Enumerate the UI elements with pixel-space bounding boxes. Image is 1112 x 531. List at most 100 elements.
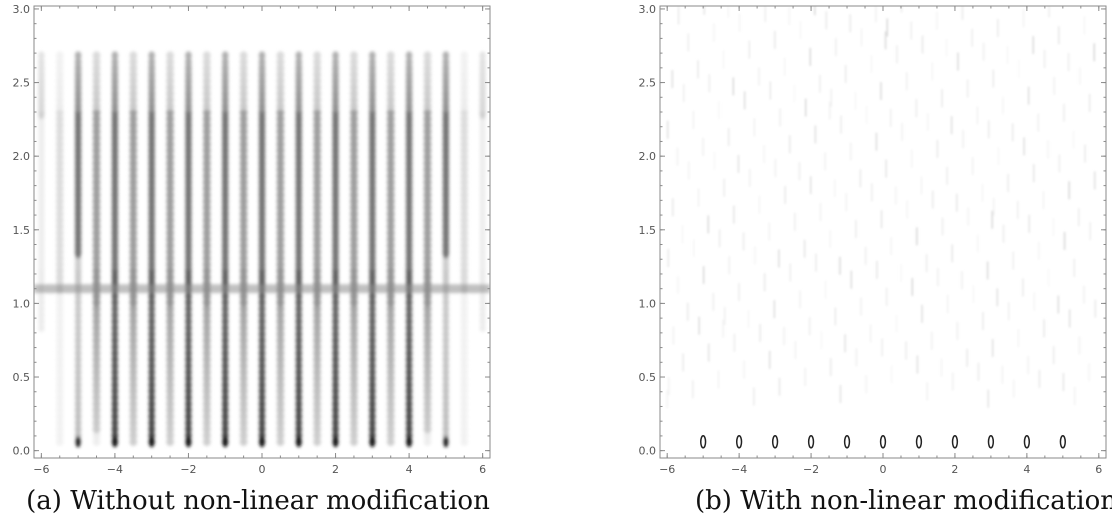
intensity-lobe (442, 348, 450, 358)
intensity-lobe (386, 380, 395, 390)
intensity-lobe (166, 431, 174, 440)
intensity-lobe (166, 127, 174, 136)
x-tick-label: 2 (951, 463, 958, 476)
intensity-lobe (369, 310, 376, 320)
intensity-lobe (295, 323, 302, 333)
intensity-lobe (350, 437, 358, 447)
intensity-lobe (350, 152, 358, 162)
intensity-lobe (129, 254, 138, 263)
intensity-lobe (148, 291, 155, 301)
intensity-lobe (460, 260, 469, 269)
intensity-lobe (203, 291, 211, 301)
y-tick-label: 0.5 (639, 371, 657, 384)
intensity-streak (961, 6, 964, 20)
intensity-lobe (460, 323, 469, 333)
intensity-lobe (92, 254, 101, 263)
intensity-lobe (386, 83, 395, 92)
intensity-lobe (258, 399, 266, 409)
intensity-lobe (276, 386, 285, 396)
source-spot (879, 435, 887, 449)
intensity-streak (1042, 191, 1045, 210)
intensity-lobe (276, 241, 285, 250)
intensity-lobe (313, 178, 321, 187)
intensity-lobe (185, 418, 192, 428)
intensity-lobe (239, 355, 248, 364)
intensity-lobe (386, 152, 395, 162)
intensity-lobe (460, 140, 469, 149)
intensity-lobe (460, 393, 469, 402)
intensity-lobe (222, 348, 229, 358)
intensity-lobe (129, 64, 138, 73)
intensity-lobe (276, 127, 285, 136)
intensity-lobe (350, 386, 358, 396)
intensity-streak (708, 343, 710, 362)
intensity-lobe (55, 348, 64, 358)
intensity-lobe (55, 241, 64, 250)
intensity-lobe (74, 51, 82, 60)
intensity-lobe (166, 323, 174, 333)
intensity-lobe (148, 412, 155, 421)
x-tick-label: −4 (107, 463, 123, 476)
intensity-lobe (55, 380, 64, 390)
intensity-streak (697, 60, 699, 79)
intensity-lobe (92, 228, 101, 238)
intensity-lobe (74, 367, 82, 377)
intensity-streak (956, 321, 959, 340)
intensity-lobe (203, 424, 211, 434)
intensity-lobe (55, 374, 64, 383)
x-tick-label: −4 (731, 463, 747, 476)
intensity-lobe (222, 367, 229, 377)
intensity-lobe (258, 361, 266, 371)
intensity-streak (677, 6, 680, 25)
intensity-lobe (203, 431, 211, 440)
intensity-lobe (405, 393, 413, 402)
intensity-lobe (423, 235, 432, 244)
intensity-lobe (423, 89, 432, 98)
intensity-lobe (332, 336, 339, 345)
intensity-lobe (442, 51, 450, 60)
intensity-streak (859, 169, 862, 188)
intensity-lobe (369, 342, 376, 352)
intensity-lobe (313, 424, 321, 434)
intensity-lobe (166, 329, 174, 339)
intensity-streak (814, 6, 816, 16)
intensity-lobe (222, 304, 229, 314)
intensity-lobe (276, 165, 285, 174)
intensity-lobe (239, 171, 248, 181)
intensity-lobe (332, 418, 339, 428)
intensity-lobe (92, 108, 101, 117)
intensity-lobe (239, 121, 248, 130)
intensity-lobe (313, 386, 321, 396)
intensity-lobe (55, 431, 64, 440)
intensity-streak (794, 212, 796, 231)
intensity-lobe (129, 418, 138, 428)
intensity-lobe (55, 355, 64, 364)
intensity-lobe (313, 57, 321, 67)
intensity-lobe (386, 114, 395, 124)
intensity-streak (764, 6, 766, 22)
intensity-lobe (386, 317, 395, 326)
intensity-lobe (423, 57, 432, 67)
intensity-streak (839, 256, 841, 275)
intensity-lobe (313, 197, 321, 206)
intensity-lobe (313, 140, 321, 149)
intensity-lobe (166, 298, 174, 307)
intensity-lobe (460, 108, 469, 117)
intensity-streak (1058, 154, 1061, 173)
intensity-streak (881, 338, 883, 357)
intensity-lobe (423, 247, 432, 257)
intensity-lobe (276, 70, 285, 79)
intensity-streak (737, 154, 740, 173)
intensity-lobe (203, 374, 211, 383)
intensity-lobe (460, 424, 469, 434)
intensity-lobe (405, 348, 413, 358)
intensity-lobe (92, 424, 101, 434)
intensity-lobe (423, 114, 432, 124)
intensity-streak (1022, 9, 1025, 28)
intensity-lobe (460, 89, 469, 98)
intensity-lobe (386, 348, 395, 358)
intensity-streak (722, 319, 724, 338)
source-spot (951, 435, 959, 449)
intensity-lobe (276, 95, 285, 105)
intensity-lobe (92, 260, 101, 269)
